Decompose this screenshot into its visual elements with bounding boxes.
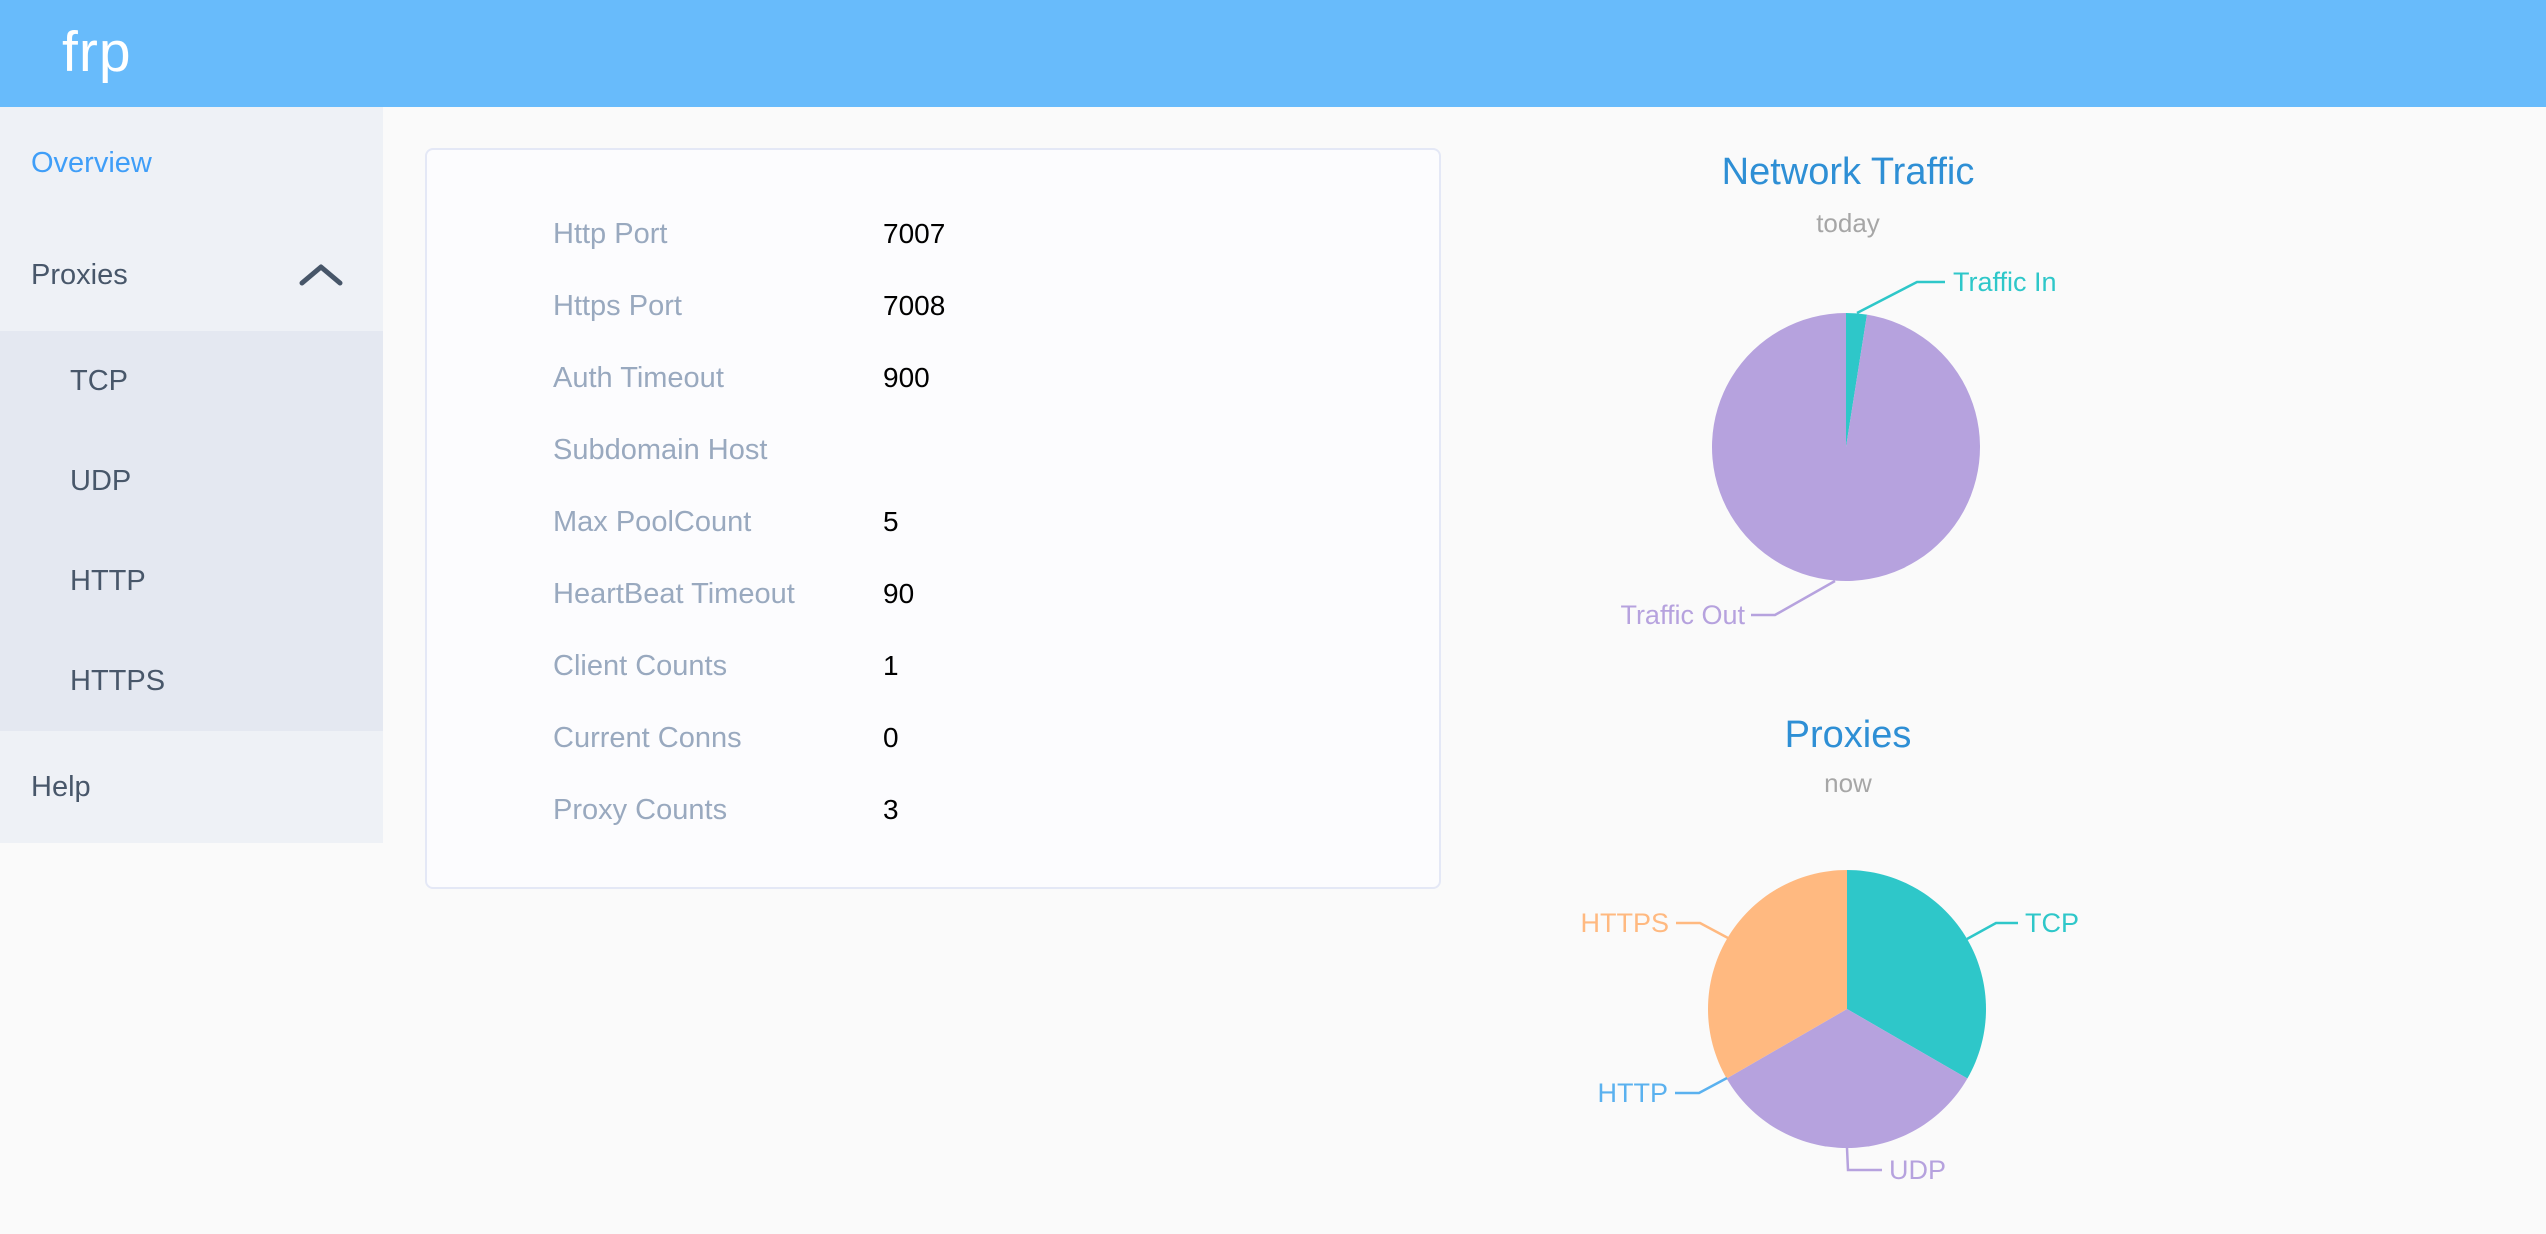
label-leader-line — [1966, 921, 2018, 941]
pie-slice-traffic-out[interactable] — [1712, 313, 1980, 581]
sidebar-item-label: HTTPS — [70, 665, 166, 697]
slice-label-http: HTTP — [1598, 1078, 1669, 1108]
sidebar-item-label: Help — [31, 771, 91, 803]
config-row: Current Conns 0 — [427, 702, 1439, 774]
pie-slices — [1708, 870, 1986, 1148]
label-leader-line — [1856, 280, 1945, 315]
app-logo: frp — [62, 20, 132, 84]
config-row: Subdomain Host — [427, 414, 1439, 486]
config-row: Proxy Counts 3 — [427, 774, 1439, 846]
sidebar-item-help[interactable]: Help — [0, 731, 383, 843]
slice-label-traffic-out: Traffic Out — [1620, 600, 1745, 630]
config-label: Subdomain Host — [553, 434, 768, 466]
config-value: 1 — [883, 650, 899, 681]
config-label: Max PoolCount — [553, 506, 752, 538]
config-label: Https Port — [553, 290, 682, 322]
app-header: frp — [0, 0, 2546, 107]
slice-label-udp: UDP — [1889, 1155, 1946, 1185]
slice-label-traffic-in: Traffic In — [1953, 267, 2057, 297]
pie-slices — [1712, 313, 1980, 581]
config-label: Proxy Counts — [553, 794, 728, 826]
proxies-submenu: TCP UDP HTTP HTTPS — [0, 331, 383, 731]
config-label: Http Port — [553, 218, 668, 250]
chart-subtitle: now — [1824, 768, 1872, 798]
config-value: 90 — [883, 578, 915, 609]
config-value: 7008 — [883, 290, 946, 321]
config-value: 3 — [883, 794, 899, 825]
sidebar-item-label: HTTP — [70, 565, 146, 597]
config-row: Http Port 7007 — [427, 198, 1439, 270]
chart-subtitle: today — [1816, 208, 1880, 238]
config-value: 0 — [883, 722, 899, 753]
pie-slice-https[interactable] — [1708, 870, 1847, 1079]
config-row: Max PoolCount 5 — [427, 486, 1439, 558]
config-label: Auth Timeout — [553, 362, 724, 394]
label-leader-line — [1676, 921, 1729, 940]
label-leader-line — [1845, 1147, 1882, 1172]
network-traffic-pie: Traffic In Traffic Out — [1620, 267, 2057, 630]
sidebar-item-http[interactable]: HTTP — [0, 531, 383, 631]
config-row: Https Port 7008 — [427, 270, 1439, 342]
sidebar-item-label: Overview — [31, 147, 152, 179]
config-row: Auth Timeout 900 — [427, 342, 1439, 414]
chart-title: Network Traffic — [1721, 151, 1975, 193]
chart-title: Proxies — [1784, 714, 1912, 756]
sidebar-item-tcp[interactable]: TCP — [0, 331, 383, 431]
sidebar-nav: Overview Proxies TCP UDP HTTP HTTPS Help — [0, 107, 383, 843]
proxies-pie: TCP UDP HTTP HTTPS — [1580, 870, 2079, 1185]
sidebar-item-proxies[interactable]: Proxies — [0, 219, 383, 331]
server-config-card: Http Port 7007 Https Port 7008 Auth Time… — [425, 148, 1441, 889]
sidebar-item-udp[interactable]: UDP — [0, 431, 383, 531]
config-label: Current Conns — [553, 722, 742, 754]
sidebar-item-https[interactable]: HTTPS — [0, 631, 383, 731]
chevron-up-icon — [299, 264, 343, 286]
slice-label-tcp: TCP — [2025, 908, 2079, 938]
pie-slice-traffic-in[interactable] — [1846, 313, 1867, 447]
config-value: 5 — [883, 506, 899, 537]
pie-slice-udp[interactable] — [1726, 1009, 1968, 1148]
pie-slice-tcp[interactable] — [1847, 870, 1986, 1079]
sidebar-item-label: UDP — [70, 465, 132, 497]
config-value: 7007 — [883, 218, 946, 249]
sidebar-item-label: TCP — [70, 365, 128, 397]
config-value: 900 — [883, 362, 930, 393]
sidebar-item-label: Proxies — [31, 259, 128, 291]
config-label: Client Counts — [553, 650, 728, 682]
label-leader-line — [1751, 579, 1836, 617]
config-label: HeartBeat Timeout — [553, 578, 795, 610]
slice-label-https: HTTPS — [1580, 908, 1669, 938]
config-row: Client Counts 1 — [427, 630, 1439, 702]
label-leader-line — [1675, 1076, 1728, 1095]
config-row: HeartBeat Timeout 90 — [427, 558, 1439, 630]
sidebar-item-overview[interactable]: Overview — [0, 107, 383, 219]
